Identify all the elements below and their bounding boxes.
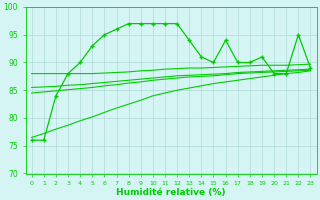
X-axis label: Humidité relative (%): Humidité relative (%) <box>116 188 226 197</box>
